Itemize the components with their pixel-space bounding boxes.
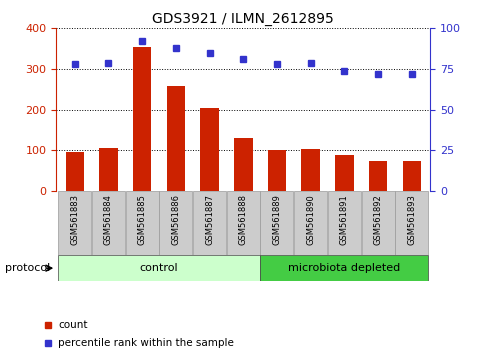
Text: GSM561889: GSM561889 bbox=[272, 194, 281, 245]
Bar bbox=[166, 86, 185, 191]
Bar bbox=[193, 191, 225, 255]
Text: control: control bbox=[140, 263, 178, 273]
Text: GSM561883: GSM561883 bbox=[70, 194, 79, 245]
Bar bbox=[58, 191, 91, 255]
Bar bbox=[402, 161, 420, 191]
Text: GSM561891: GSM561891 bbox=[339, 194, 348, 245]
Text: GSM561885: GSM561885 bbox=[138, 194, 146, 245]
Text: protocol: protocol bbox=[5, 263, 50, 273]
Bar bbox=[267, 150, 285, 191]
Bar bbox=[65, 153, 84, 191]
Text: count: count bbox=[59, 320, 88, 330]
Bar bbox=[133, 47, 151, 191]
Text: percentile rank within the sample: percentile rank within the sample bbox=[59, 338, 234, 348]
Bar bbox=[361, 191, 394, 255]
Bar bbox=[200, 108, 219, 191]
Text: GSM561890: GSM561890 bbox=[305, 194, 315, 245]
Bar bbox=[294, 191, 326, 255]
Text: GSM561884: GSM561884 bbox=[104, 194, 113, 245]
Text: GSM561892: GSM561892 bbox=[373, 194, 382, 245]
Bar bbox=[234, 138, 252, 191]
Title: GDS3921 / ILMN_2612895: GDS3921 / ILMN_2612895 bbox=[152, 12, 333, 26]
Bar bbox=[125, 191, 159, 255]
Bar bbox=[394, 191, 427, 255]
Bar bbox=[334, 154, 353, 191]
Text: GSM561888: GSM561888 bbox=[238, 194, 247, 245]
Bar bbox=[260, 255, 427, 281]
Bar bbox=[368, 161, 386, 191]
Bar bbox=[260, 191, 293, 255]
Bar bbox=[99, 148, 118, 191]
Text: microbiota depleted: microbiota depleted bbox=[287, 263, 400, 273]
Bar bbox=[301, 149, 319, 191]
Bar bbox=[327, 191, 360, 255]
Bar bbox=[58, 255, 259, 281]
Text: GSM561887: GSM561887 bbox=[204, 194, 214, 245]
Text: GSM561886: GSM561886 bbox=[171, 194, 180, 245]
Bar bbox=[159, 191, 192, 255]
Text: GSM561893: GSM561893 bbox=[407, 194, 415, 245]
Bar bbox=[92, 191, 125, 255]
Bar bbox=[226, 191, 259, 255]
